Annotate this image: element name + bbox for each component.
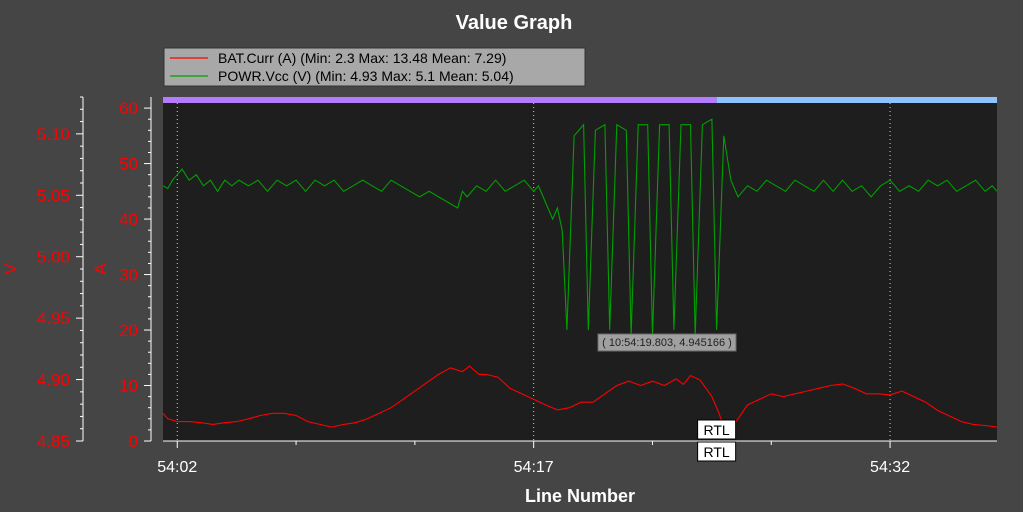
mode-bar-segment-1 <box>716 97 997 103</box>
legend-entry-voltage: POWR.Vcc (V) (Min: 4.93 Max: 5.1 Mean: 5… <box>218 68 514 84</box>
y-axis-current: 0 10 20 30 40 50 60 A <box>91 97 152 451</box>
x-axis: 54:02 54:17 54:32 <box>157 440 997 476</box>
y-axis-label-voltage: V <box>1 263 20 275</box>
y-tick-label-voltage: 4.95 <box>37 309 70 328</box>
x-tick-label: 54:32 <box>870 459 910 476</box>
chart-title: Value Graph <box>456 12 573 34</box>
plot-area[interactable] <box>163 97 997 441</box>
cursor-tooltip: ( 10:54:19.803, 4.945166 ) <box>597 333 737 352</box>
mode-annotations: RTL RTL <box>697 419 737 462</box>
tooltip-text: ( 10:54:19.803, 4.945166 ) <box>602 337 732 349</box>
y-tick-label-current: 60 <box>119 99 138 118</box>
annotation-box <box>697 441 737 462</box>
flight-mode-bar <box>163 97 997 103</box>
y-tick-label-current: 50 <box>119 155 138 174</box>
x-axis-label: Line Number <box>525 486 635 506</box>
tooltip-box <box>597 333 737 352</box>
annotation-box <box>697 419 737 440</box>
y-tick-label-voltage: 5.00 <box>37 248 70 267</box>
y-tick-label-current: 10 <box>119 377 138 396</box>
annotation-label: RTL <box>704 422 730 438</box>
y-tick-label-current: 40 <box>119 210 138 229</box>
legend-box <box>163 47 586 87</box>
y-axis-label-current: A <box>91 263 110 275</box>
x-tick-label: 54:02 <box>157 459 197 476</box>
y-tick-label-current: 30 <box>119 266 138 285</box>
legend-entry-current: BAT.Curr (A) (Min: 2.3 Max: 13.48 Mean: … <box>218 50 506 66</box>
legend[interactable]: BAT.Curr (A) (Min: 2.3 Max: 13.48 Mean: … <box>163 47 586 87</box>
series-layer <box>162 118 998 429</box>
series-line-powr-vcc <box>162 118 998 336</box>
grid-lines <box>176 103 891 441</box>
x-tick-label: 54:17 <box>514 459 554 476</box>
y-tick-label-current: 20 <box>119 321 138 340</box>
y-tick-label-current: 0 <box>129 432 138 451</box>
y-tick-label-voltage: 4.85 <box>37 432 70 451</box>
y-tick-label-voltage: 4.90 <box>37 371 70 390</box>
mode-bar-segment-0 <box>163 97 717 103</box>
y-axis-voltage: 4.85 4.90 4.95 5.00 5.05 5.10 V <box>1 96 84 451</box>
annotation-label: RTL <box>704 444 730 460</box>
y-tick-label-voltage: 5.05 <box>37 186 70 205</box>
y-tick-label-voltage: 5.10 <box>37 125 70 144</box>
series-line-bat-curr <box>162 365 998 429</box>
